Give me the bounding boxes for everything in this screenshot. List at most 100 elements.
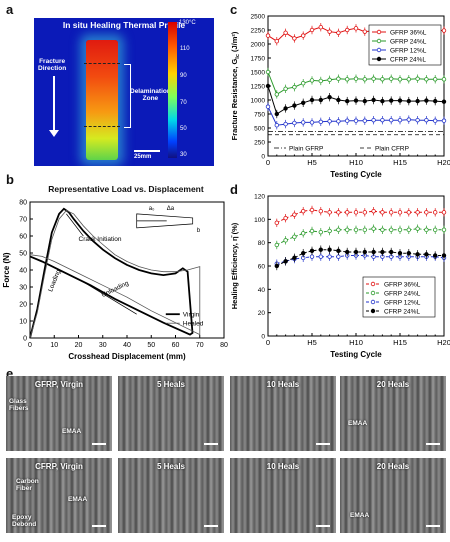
data-point: [432, 210, 438, 215]
data-point: [265, 104, 271, 109]
data-point: [362, 77, 367, 82]
x-tick-label: 40: [123, 342, 131, 349]
data-point: [441, 99, 447, 104]
data-point: [353, 98, 359, 103]
sem-note: Fiber: [16, 485, 32, 492]
sem-gfrp-virgin: GFRP, Virgin Glass Fibers EMAA: [6, 376, 112, 451]
data-point: [424, 117, 429, 123]
data-point: [274, 220, 279, 226]
data-point: [309, 120, 315, 125]
y-tick-label: 2250: [251, 28, 266, 35]
y-axis-label-unit: (J/m²): [230, 31, 239, 54]
y-tick-label: 1500: [251, 70, 266, 77]
data-point: [362, 118, 367, 123]
colorbar-tick-110: 110: [180, 46, 190, 52]
delam-bracket-icon: [124, 64, 131, 128]
reference-legend-label: Plain CFRP: [375, 146, 409, 153]
x-tick-label: H20: [437, 338, 450, 347]
sem-cfrp-10-heals: 10 Heals: [230, 458, 336, 533]
data-point: [371, 76, 376, 81]
data-point: [344, 98, 350, 104]
reference-legend-label: Plain GFRP: [289, 146, 323, 153]
sem-title: 5 Heals: [156, 380, 186, 389]
colorbar-tick-70: 70: [180, 100, 187, 106]
data-point: [318, 119, 323, 125]
inset-b: b: [197, 228, 201, 234]
panel-label-d: d: [230, 182, 238, 197]
annotation-crack-initiation: Crack Initiation: [79, 236, 122, 243]
legend-marker: [370, 299, 376, 305]
data-point: [283, 238, 288, 243]
sem-title: GFRP, Virgin: [34, 380, 84, 389]
x-tick-label: 0: [28, 342, 32, 349]
data-point: [371, 117, 376, 123]
data-point: [336, 254, 341, 259]
y-tick-label: 0: [261, 154, 265, 161]
x-axis-label: Testing Cycle: [330, 350, 382, 359]
x-axis-label: Crosshead Displacement (mm): [68, 352, 186, 361]
sem-scalebar: [316, 443, 330, 445]
data-point: [336, 30, 341, 35]
y-axis-label: Fracture Resistance, GIc (J/m²): [230, 31, 241, 140]
y-tick-label: 100: [254, 217, 265, 224]
data-point: [327, 247, 332, 252]
data-point: [318, 78, 323, 84]
legend-label: CFRP 24%L: [384, 309, 420, 316]
chart-d-healing-efficiency: 0 H5 H10 H15 H20 0 20 40 60 80 100 120 Testing Cycle…: [230, 194, 450, 360]
scalebar-line: [134, 150, 160, 152]
panel-label-e: e: [6, 366, 14, 381]
data-point: [380, 210, 385, 215]
y-tick-label: 80: [258, 240, 266, 247]
y-tick-label: 20: [258, 310, 266, 317]
data-point: [397, 227, 403, 233]
data-point: [388, 227, 394, 233]
x-tick-label: H10: [349, 158, 363, 167]
x-tick-label: 50: [147, 342, 155, 349]
data-point: [344, 27, 350, 33]
fracture-label: Fracture Direction: [38, 58, 66, 72]
colorbar-tick-90: 90: [180, 73, 187, 79]
sem-note: Fibers: [9, 405, 29, 412]
data-point: [441, 77, 447, 82]
data-point: [274, 39, 279, 44]
data-point: [388, 76, 394, 81]
x-tick-label: 0: [266, 158, 270, 167]
legend-marker: [376, 47, 382, 53]
data-point: [309, 248, 315, 254]
legend-marker: [370, 281, 376, 287]
legend-label: GFRP 12%L: [390, 48, 427, 55]
data-point: [344, 249, 350, 255]
data-point: [327, 119, 332, 124]
data-point: [327, 29, 332, 34]
sem-gfrp-10-heals: 10 Heals: [230, 376, 336, 451]
y-tick-label: 40: [19, 268, 27, 275]
data-point: [327, 210, 332, 215]
data-point: [318, 97, 323, 103]
data-point: [300, 80, 306, 86]
sem-note-emaa: EMAA: [350, 512, 370, 519]
data-point: [344, 227, 350, 233]
data-point: [380, 249, 385, 255]
data-point: [415, 252, 420, 257]
x-tick-label: 70: [196, 342, 204, 349]
data-point: [327, 94, 332, 100]
y-tick-label: 2000: [251, 42, 266, 49]
data-point: [265, 33, 271, 38]
data-point: [344, 77, 350, 82]
series-line-virgin: [29, 207, 194, 339]
sem-title: 10 Heals: [266, 462, 300, 471]
legend-label-virgin: Virgin: [183, 312, 200, 319]
x-tick-label: H15: [393, 338, 407, 347]
data-point: [415, 226, 420, 231]
sem-scalebar: [92, 525, 106, 527]
data-point: [283, 86, 288, 91]
data-point: [406, 117, 411, 122]
legend-marker: [370, 290, 376, 296]
y-tick-label: 0: [23, 336, 27, 343]
x-tick-label: 20: [75, 342, 83, 349]
data-point: [380, 117, 385, 123]
legend-label: CFRP 24%L: [390, 57, 426, 64]
sem-scalebar: [316, 525, 330, 527]
y-tick-label: 1000: [251, 98, 266, 105]
legend-label: GFRP 36%L: [384, 282, 421, 289]
